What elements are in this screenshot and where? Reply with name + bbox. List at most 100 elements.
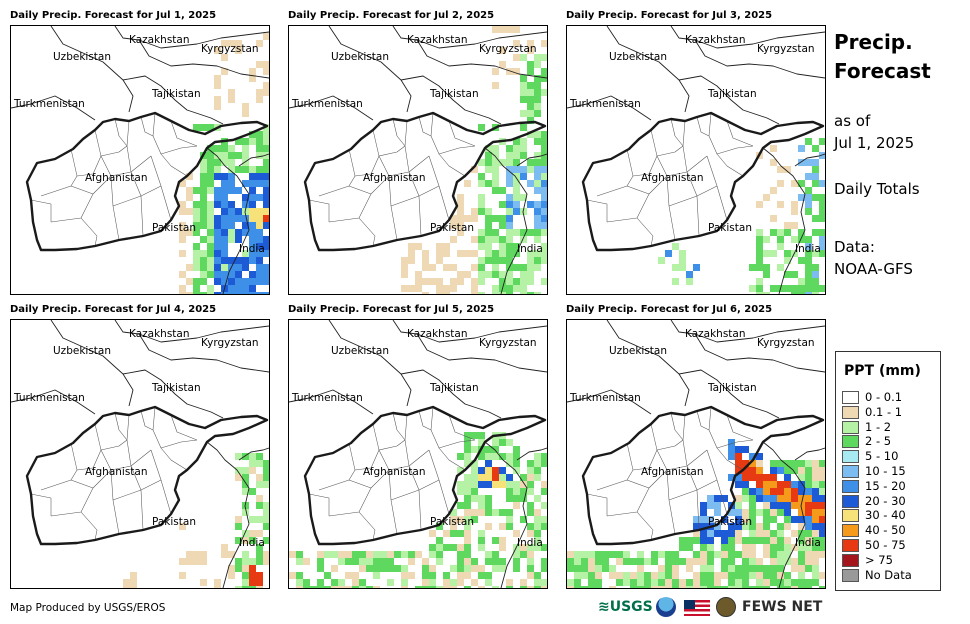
- precip-cell: [506, 166, 513, 173]
- side-title-line1: Precip.: [834, 30, 913, 54]
- province-border: [430, 406, 476, 449]
- precip-cell: [214, 194, 221, 201]
- precip-cell: [478, 278, 485, 285]
- precip-cell: [506, 579, 513, 586]
- precip-cell: [249, 271, 256, 278]
- precip-cell: [464, 439, 471, 446]
- precip-cell: [450, 285, 457, 292]
- country-border: [114, 26, 269, 49]
- precip-cell: [359, 565, 366, 572]
- precip-cell: [777, 264, 784, 271]
- precip-grid: [179, 33, 269, 294]
- precip-cell: [436, 544, 443, 551]
- province-border: [150, 155, 172, 221]
- precip-cell: [228, 222, 235, 229]
- precip-cell: [567, 586, 574, 588]
- country-border: [206, 441, 250, 588]
- precip-cell: [527, 40, 534, 47]
- precip-cell: [791, 516, 798, 523]
- precip-cell: [506, 460, 513, 467]
- precip-cell: [249, 579, 256, 586]
- precip-cell: [513, 152, 520, 159]
- precip-cell: [310, 586, 317, 588]
- precip-cell: [471, 495, 478, 502]
- province-border: [670, 118, 684, 147]
- precip-cell: [256, 551, 263, 558]
- precip-cell: [520, 271, 527, 278]
- precip-cell: [721, 565, 728, 572]
- province-border: [430, 112, 476, 155]
- precip-cell: [506, 523, 513, 530]
- precip-cell: [464, 530, 471, 537]
- precip-cell: [527, 565, 534, 572]
- precip-cell: [805, 516, 812, 523]
- precip-cell: [534, 208, 541, 215]
- precip-cell: [520, 166, 527, 173]
- precip-cell: [805, 236, 812, 243]
- precip-cell: [798, 544, 805, 551]
- precip-cell: [714, 502, 721, 509]
- province-border: [626, 442, 634, 481]
- precip-cell: [331, 586, 338, 588]
- country-border: [50, 320, 134, 407]
- precip-cell: [450, 586, 457, 588]
- precip-cell: [485, 453, 492, 460]
- precip-cell: [485, 579, 492, 586]
- country-label-kazakhstan: Kazakhstan: [407, 328, 468, 340]
- precip-cell: [457, 488, 464, 495]
- precip-cell: [478, 229, 485, 236]
- precip-cell: [324, 586, 331, 588]
- us-flag-icon: [684, 600, 710, 616]
- precip-cell: [408, 257, 415, 264]
- precip-cell: [749, 453, 756, 460]
- precip-cell: [770, 544, 777, 551]
- precip-cell: [651, 572, 658, 579]
- precip-cell: [527, 544, 534, 551]
- precip-cell: [707, 502, 714, 509]
- precip-cell: [742, 544, 749, 551]
- precip-cell: [249, 215, 256, 222]
- precip-cell: [735, 551, 742, 558]
- precip-cell: [179, 208, 186, 215]
- precip-cell: [317, 586, 324, 588]
- precip-cell: [700, 572, 707, 579]
- precip-cell: [317, 551, 324, 558]
- legend-label: 2 - 5: [865, 434, 892, 449]
- province-border: [110, 469, 120, 535]
- country-border: [762, 147, 806, 294]
- country-border: [516, 153, 547, 167]
- precip-cell: [777, 551, 784, 558]
- precip-cell: [221, 257, 228, 264]
- province-border: [110, 175, 120, 241]
- precip-cell: [200, 278, 207, 285]
- precip-cell: [492, 257, 499, 264]
- precip-cell: [457, 208, 464, 215]
- precip-cell: [819, 180, 825, 187]
- precip-cell: [436, 551, 443, 558]
- precip-cell: [387, 565, 394, 572]
- precip-cell: [492, 481, 499, 488]
- precip-cell: [214, 243, 221, 250]
- province-border: [682, 414, 688, 467]
- precip-cell: [338, 586, 345, 588]
- map-credit: Map Produced by USGS/EROS: [10, 602, 166, 614]
- precip-cell: [819, 537, 825, 544]
- country-border: [516, 447, 547, 461]
- legend-title: PPT (mm): [844, 363, 921, 379]
- precip-map: Kazakhstan Kyrgyzstan Uzbekistan Tajikistan…: [10, 25, 270, 295]
- precip-cell: [478, 509, 485, 516]
- precip-cell: [235, 229, 242, 236]
- precip-cell: [602, 558, 609, 565]
- precip-cell: [228, 215, 235, 222]
- precip-cell: [534, 236, 541, 243]
- precip-cell: [777, 530, 784, 537]
- precip-cell: [464, 572, 471, 579]
- precip-cell: [770, 537, 777, 544]
- precip-cell: [513, 278, 520, 285]
- province-border: [126, 414, 132, 467]
- precip-cell: [784, 229, 791, 236]
- precip-cell: [235, 271, 242, 278]
- precip-cell: [777, 509, 784, 516]
- precip-cell: [812, 509, 819, 516]
- precip-cell: [623, 551, 630, 558]
